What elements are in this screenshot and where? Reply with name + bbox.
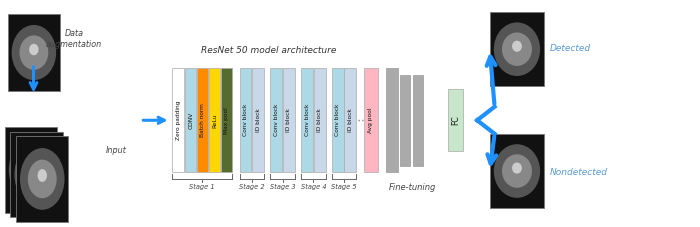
Text: Stage 3: Stage 3 bbox=[270, 184, 295, 190]
Text: Conv block: Conv block bbox=[274, 104, 279, 136]
FancyBboxPatch shape bbox=[220, 68, 232, 172]
FancyBboxPatch shape bbox=[301, 68, 313, 172]
Text: ID block: ID block bbox=[256, 109, 260, 132]
FancyBboxPatch shape bbox=[270, 68, 282, 172]
FancyBboxPatch shape bbox=[490, 12, 544, 86]
Ellipse shape bbox=[502, 154, 532, 188]
Text: CONV: CONV bbox=[188, 112, 193, 129]
FancyBboxPatch shape bbox=[209, 68, 220, 172]
Text: Conv block: Conv block bbox=[243, 104, 248, 136]
FancyBboxPatch shape bbox=[314, 68, 326, 172]
FancyBboxPatch shape bbox=[283, 68, 295, 172]
Text: Zero padding: Zero padding bbox=[176, 101, 181, 140]
Text: Detected: Detected bbox=[550, 44, 591, 53]
Ellipse shape bbox=[28, 160, 57, 198]
FancyBboxPatch shape bbox=[490, 134, 544, 208]
Ellipse shape bbox=[494, 22, 540, 76]
Text: Input: Input bbox=[106, 146, 127, 155]
FancyBboxPatch shape bbox=[172, 68, 184, 172]
Text: Stage 2: Stage 2 bbox=[239, 184, 265, 190]
Text: Stage 4: Stage 4 bbox=[300, 184, 326, 190]
FancyBboxPatch shape bbox=[344, 68, 356, 172]
FancyBboxPatch shape bbox=[8, 14, 60, 91]
Ellipse shape bbox=[29, 44, 38, 55]
Text: Conv block: Conv block bbox=[335, 104, 340, 136]
Text: Stage 5: Stage 5 bbox=[331, 184, 357, 190]
FancyBboxPatch shape bbox=[239, 68, 251, 172]
Text: ID block: ID block bbox=[317, 109, 322, 132]
Text: Avg pool: Avg pool bbox=[368, 108, 374, 133]
FancyBboxPatch shape bbox=[5, 127, 57, 213]
Ellipse shape bbox=[502, 32, 532, 66]
FancyBboxPatch shape bbox=[364, 68, 378, 172]
Ellipse shape bbox=[494, 144, 540, 198]
FancyBboxPatch shape bbox=[16, 136, 69, 222]
Text: FC: FC bbox=[451, 116, 460, 125]
FancyBboxPatch shape bbox=[10, 132, 63, 217]
Ellipse shape bbox=[12, 25, 56, 80]
FancyBboxPatch shape bbox=[197, 68, 208, 172]
FancyBboxPatch shape bbox=[332, 68, 344, 172]
Text: ID block: ID block bbox=[286, 109, 291, 132]
Ellipse shape bbox=[38, 169, 47, 182]
Text: Batch norm: Batch norm bbox=[200, 103, 205, 137]
Ellipse shape bbox=[512, 163, 522, 174]
Text: ID block: ID block bbox=[348, 109, 353, 132]
Text: Stage 1: Stage 1 bbox=[189, 184, 215, 190]
FancyBboxPatch shape bbox=[386, 68, 398, 172]
Ellipse shape bbox=[9, 139, 53, 201]
FancyBboxPatch shape bbox=[252, 68, 264, 172]
Text: Nondetected: Nondetected bbox=[550, 168, 608, 177]
Text: Max pool: Max pool bbox=[224, 107, 229, 134]
FancyBboxPatch shape bbox=[400, 75, 410, 166]
Ellipse shape bbox=[17, 151, 46, 189]
Ellipse shape bbox=[15, 143, 59, 205]
Text: ReLu: ReLu bbox=[212, 113, 217, 128]
Text: ResNet 50 model architecture: ResNet 50 model architecture bbox=[201, 46, 336, 55]
Ellipse shape bbox=[20, 148, 64, 210]
Ellipse shape bbox=[22, 155, 51, 194]
Text: Fine-tuning: Fine-tuning bbox=[389, 183, 437, 192]
Text: Conv block: Conv block bbox=[304, 104, 309, 136]
FancyBboxPatch shape bbox=[413, 75, 423, 166]
FancyBboxPatch shape bbox=[448, 89, 463, 151]
Ellipse shape bbox=[27, 160, 36, 173]
Ellipse shape bbox=[20, 35, 48, 70]
Ellipse shape bbox=[32, 165, 41, 178]
Ellipse shape bbox=[512, 41, 522, 52]
FancyBboxPatch shape bbox=[185, 68, 196, 172]
Text: Data
augmentation: Data augmentation bbox=[46, 29, 102, 49]
